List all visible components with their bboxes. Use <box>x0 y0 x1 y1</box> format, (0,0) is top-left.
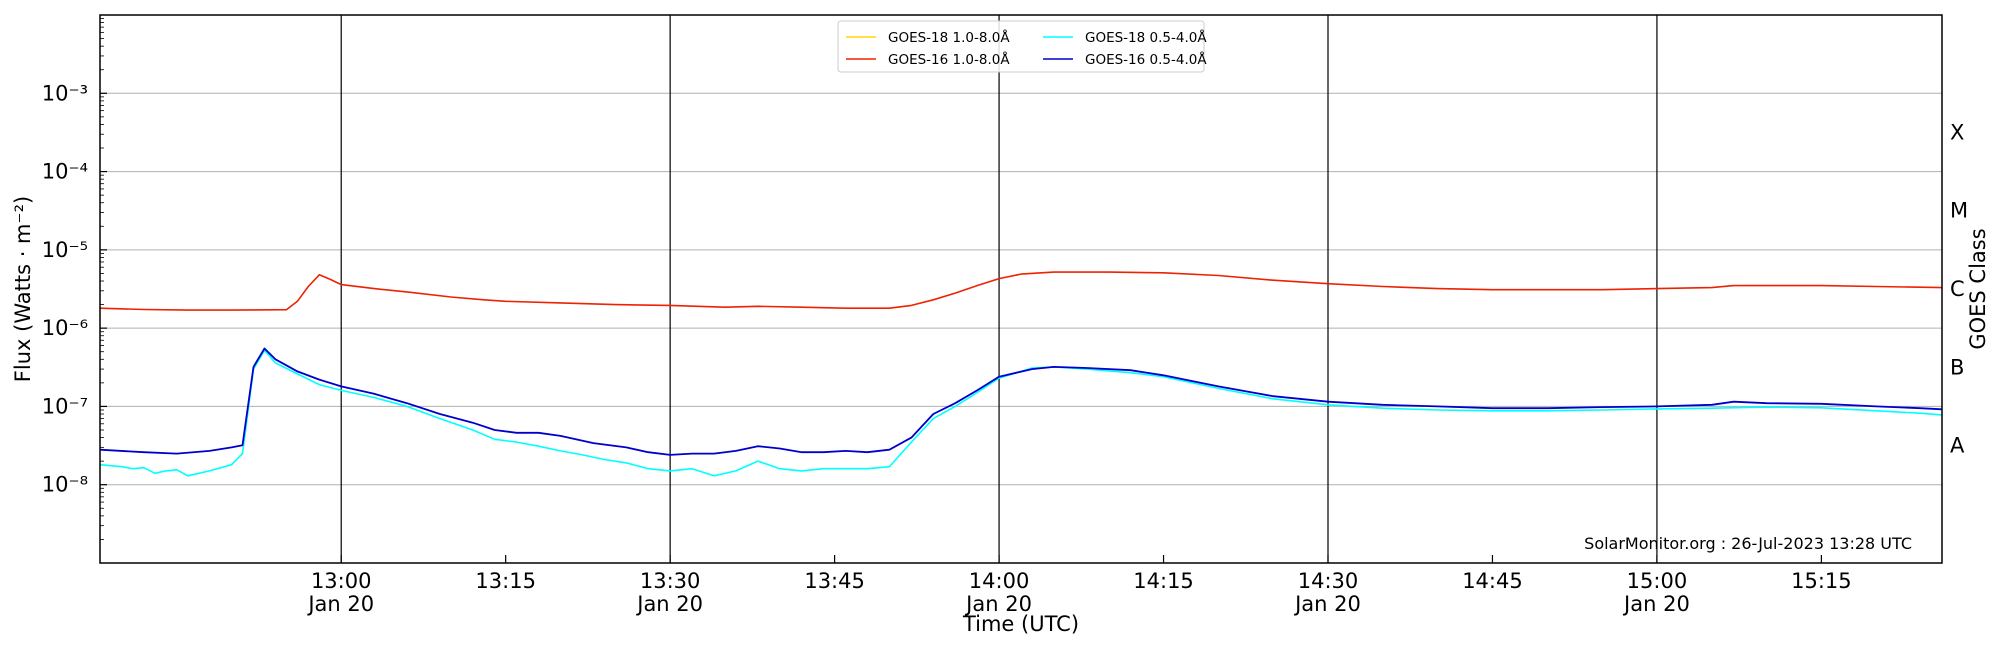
x-tick-label: 14:00 <box>969 569 1030 593</box>
x-tick-label: 14:15 <box>1133 569 1194 593</box>
x-tick-sublabel: Jan 20 <box>306 592 374 616</box>
y-tick-label: 10⁻⁵ <box>42 238 88 262</box>
tick-layer <box>100 18 1822 563</box>
legend-label-2: GOES-18 0.5-4.0Å <box>1085 29 1207 46</box>
series-line-3 <box>99 347 1943 456</box>
y-axis-title: Flux (Watts · m⁻²) <box>11 196 35 382</box>
y-tick-label: 10⁻⁸ <box>42 473 88 497</box>
x-tick-label: 15:15 <box>1791 569 1852 593</box>
x-tick-label: 15:00 <box>1627 569 1688 593</box>
x-tick-sublabel: Jan 20 <box>635 592 703 616</box>
x-tick-label: 13:45 <box>804 569 865 593</box>
x-tick-label: 13:00 <box>311 569 372 593</box>
y-tick-label: 10⁻³ <box>42 81 88 105</box>
right-axis-title: GOES Class <box>1966 228 1990 349</box>
x-axis-title: Time (UTC) <box>962 612 1079 636</box>
legend-label-3: GOES-16 0.5-4.0Å <box>1085 51 1207 68</box>
x-tick-label: 13:15 <box>475 569 536 593</box>
series-line-1 <box>99 271 1943 311</box>
legend-box <box>837 20 1205 73</box>
y-tick-label: 10⁻⁴ <box>42 160 88 184</box>
goes-class-label: A <box>1950 434 1965 458</box>
plot-frame <box>99 14 1943 564</box>
goes-class-label: C <box>1950 277 1965 301</box>
x-tick-sublabel: Jan 20 <box>1622 592 1690 616</box>
x-tick-label: 13:30 <box>640 569 701 593</box>
x-tick-sublabel: Jan 20 <box>964 592 1032 616</box>
credit-text: SolarMonitor.org : 26-Jul-2023 13:28 UTC <box>1584 534 1912 553</box>
x-tick-label: 14:30 <box>1298 569 1359 593</box>
x-tick-label: 14:45 <box>1462 569 1523 593</box>
y-tick-label: 10⁻⁶ <box>42 316 88 340</box>
series-layer <box>99 271 1943 477</box>
legend-label-0: GOES-18 1.0-8.0Å <box>888 29 1010 46</box>
legend-label-1: GOES-16 1.0-8.0Å <box>888 51 1010 68</box>
y-tick-label: 10⁻⁷ <box>42 394 88 418</box>
goes-class-label: B <box>1950 355 1964 379</box>
x-tick-sublabel: Jan 20 <box>1293 592 1361 616</box>
goes-class-label: X <box>1950 120 1964 144</box>
legend: GOES-18 1.0-8.0Å GOES-16 1.0-8.0Å GOES-18 … <box>837 20 1207 73</box>
series-line-2 <box>99 349 1943 477</box>
goes-class-label: M <box>1950 199 1968 223</box>
